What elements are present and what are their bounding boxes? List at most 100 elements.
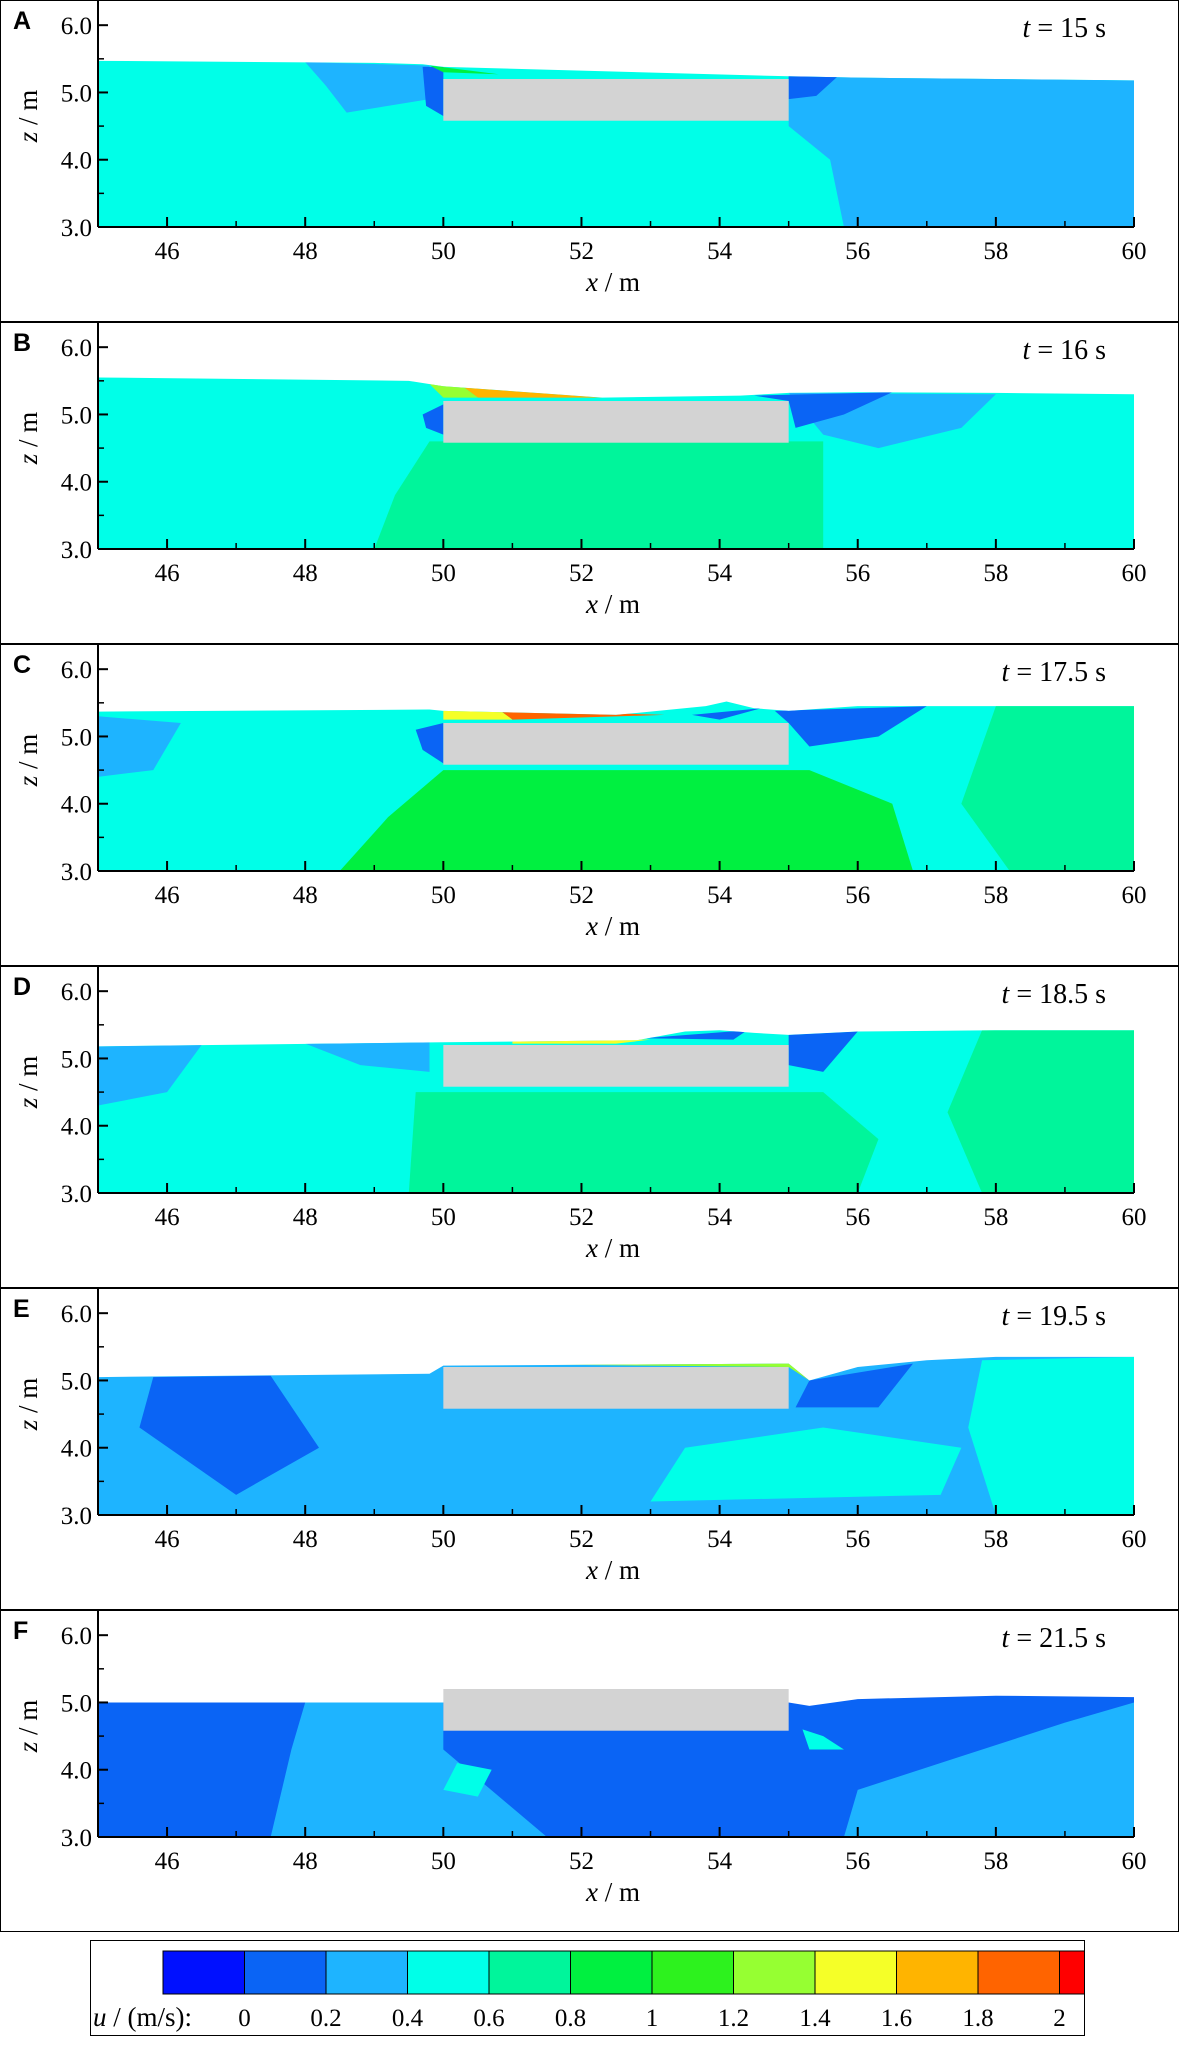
x-tick-label: 46 xyxy=(155,882,180,909)
panel-plot: 46 48 50 52 54 56 58 60 3.0 4.0 5.0 6.0 x / m z / m A t… xyxy=(13,1,1147,297)
x-tick-label: 52 xyxy=(569,238,594,265)
x-tick-label: 54 xyxy=(707,560,733,587)
colorbar-swatch xyxy=(814,1950,897,1995)
y-axis-label: z / m xyxy=(13,734,43,788)
colorbar-tick-label: 1.8 xyxy=(962,2005,993,2032)
time-annotation: t = 18.5 s xyxy=(1002,979,1106,1010)
velocity-region xyxy=(788,76,1134,227)
velocity-region xyxy=(270,1702,547,1837)
structure-deck xyxy=(443,1367,789,1409)
x-tick-label: 54 xyxy=(707,1204,733,1231)
panel-plot: 46 48 50 52 54 56 58 60 3.0 4.0 5.0 6.0 x / m z / m B t… xyxy=(13,323,1147,619)
colorbar-swatch xyxy=(407,1950,490,1995)
panel-letter: D xyxy=(13,973,31,1001)
velocity-region xyxy=(968,1356,1134,1515)
y-tick-label: 4.0 xyxy=(61,148,92,175)
y-tick-label: 3.0 xyxy=(61,1181,92,1208)
x-tick-label: 60 xyxy=(1122,1848,1147,1875)
x-tick-label: 56 xyxy=(845,1204,870,1231)
y-tick-label: 6.0 xyxy=(61,657,92,684)
velocity-region xyxy=(98,1045,202,1106)
colorbar-tick-label: 0.6 xyxy=(473,2005,504,2032)
velocity-region xyxy=(415,723,444,764)
y-tick-label: 5.0 xyxy=(61,1046,92,1073)
x-tick-label: 54 xyxy=(707,1848,733,1875)
velocity-region xyxy=(422,66,444,116)
y-axis-label: z / m xyxy=(13,412,43,466)
x-tick-label: 50 xyxy=(431,1848,456,1875)
velocity-field xyxy=(98,1356,1134,1515)
panel-plot: 46 48 50 52 54 56 58 60 3.0 4.0 5.0 6.0 x / m z / m D t… xyxy=(13,967,1147,1263)
x-axis-label: x / m xyxy=(585,1555,640,1585)
velocity-region xyxy=(788,1031,858,1072)
time-annotation: t = 16 s xyxy=(1023,335,1106,366)
x-tick-label: 46 xyxy=(155,1204,180,1231)
x-tick-label: 56 xyxy=(845,882,870,909)
velocity-region xyxy=(443,709,513,720)
colorbar-tick-label: 1.4 xyxy=(799,2005,831,2032)
y-tick-label: 3.0 xyxy=(61,1503,92,1530)
velocity-field xyxy=(98,60,1134,227)
y-tick-label: 6.0 xyxy=(61,335,92,362)
colorbar-tick-label: 2 xyxy=(1053,2005,1066,2032)
y-tick-label: 4.0 xyxy=(61,470,92,497)
structure-deck xyxy=(443,723,789,765)
y-tick-label: 3.0 xyxy=(61,537,92,564)
y-axis-label: z / m xyxy=(13,1056,43,1110)
time-annotation: t = 19.5 s xyxy=(1002,1301,1106,1332)
y-tick-label: 6.0 xyxy=(61,1301,92,1328)
y-tick-label: 3.0 xyxy=(61,1825,92,1852)
time-annotation: t = 21.5 s xyxy=(1002,1623,1106,1654)
velocity-region xyxy=(843,1702,1134,1837)
x-tick-label: 52 xyxy=(569,560,594,587)
x-tick-label: 58 xyxy=(983,1204,1008,1231)
y-tick-label: 5.0 xyxy=(61,724,92,751)
x-tick-label: 58 xyxy=(983,238,1008,265)
x-tick-label: 48 xyxy=(293,1204,318,1231)
y-tick-label: 5.0 xyxy=(61,402,92,429)
x-axis-label: x / m xyxy=(585,1877,640,1907)
panel-letter: C xyxy=(13,651,31,679)
colorbar-swatch xyxy=(325,1950,408,1995)
velocity-region xyxy=(788,76,838,100)
structure-deck xyxy=(443,401,789,443)
velocity-region xyxy=(443,1763,492,1797)
x-axis-label: x / m xyxy=(585,589,640,619)
x-axis-label: x / m xyxy=(585,267,640,297)
x-tick-label: 54 xyxy=(707,1526,733,1553)
colorbar-swatch xyxy=(651,1950,734,1995)
x-tick-label: 56 xyxy=(845,560,870,587)
velocity-region xyxy=(650,1427,962,1502)
y-tick-label: 4.0 xyxy=(61,1758,92,1785)
x-tick-label: 56 xyxy=(845,1526,870,1553)
time-annotation: t = 15 s xyxy=(1023,13,1106,44)
y-tick-label: 6.0 xyxy=(61,13,92,40)
panel-letter: F xyxy=(13,1617,28,1645)
velocity-region xyxy=(408,1092,879,1193)
colorbar-swatch xyxy=(733,1950,816,1995)
y-axis-label: z / m xyxy=(13,1378,43,1432)
x-axis-label: x / m xyxy=(585,911,640,941)
colorbar-title: u / (m/s): xyxy=(93,2002,192,2032)
velocity-region xyxy=(947,1030,1134,1193)
x-tick-label: 50 xyxy=(431,1204,456,1231)
velocity-region xyxy=(961,706,1134,871)
panel-letter: B xyxy=(13,329,31,357)
x-tick-label: 52 xyxy=(569,882,594,909)
x-tick-label: 50 xyxy=(431,560,456,587)
y-axis-label: z / m xyxy=(13,90,43,144)
colorbar-swatch xyxy=(977,1950,1060,1995)
y-axis-label: z / m xyxy=(13,1700,43,1754)
velocity-field xyxy=(98,1030,1134,1193)
x-tick-label: 60 xyxy=(1122,882,1147,909)
panel-plot: 46 48 50 52 54 56 58 60 3.0 4.0 5.0 6.0 x / m z / m E t… xyxy=(13,1289,1147,1585)
structure-deck xyxy=(443,1045,789,1087)
colorbar-tick-label: 0.2 xyxy=(310,2005,341,2032)
velocity-region xyxy=(691,708,762,720)
x-tick-label: 52 xyxy=(569,1204,594,1231)
colorbar-tick-label: 0.4 xyxy=(392,2005,424,2032)
